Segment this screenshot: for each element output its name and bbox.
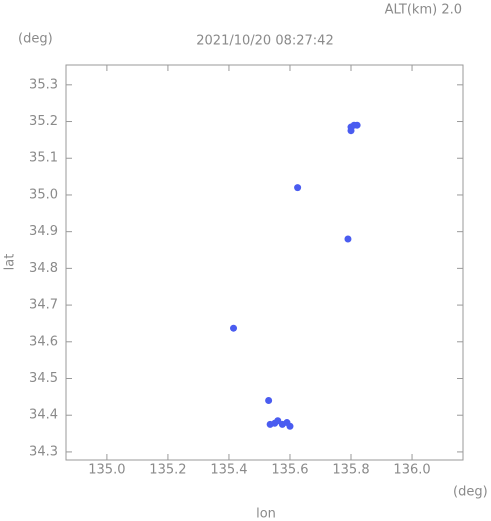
echo-point [344,235,352,243]
y-tick-label: 34.9 [29,224,58,239]
y-tick-label: 35.3 [29,77,58,92]
y-tick-label: 35.0 [29,187,58,202]
y-tick-label: 34.8 [29,261,58,276]
y-tick-label: 34.7 [29,298,58,313]
x-axis-label: lon [256,507,276,521]
x-tick-label: 135.4 [210,463,247,478]
y-axis-label: lat [3,254,18,271]
x-unit: (deg) [453,485,488,500]
echo-point [230,324,238,332]
x-tick-label: 135.2 [149,463,186,478]
y-tick-label: 34.3 [29,444,58,459]
y-tick-label: 34.4 [29,408,58,423]
x-tick-label: 136.0 [393,463,430,478]
echo-point [347,127,355,135]
y-tick-label: 35.2 [29,114,58,129]
y-tick-label: 34.6 [29,334,58,349]
x-tick-label: 135.0 [88,463,125,478]
echo-point [353,121,361,129]
altitude-label: ALT(km) 2.0 [385,3,462,18]
plot-frame [65,64,464,461]
y-tick-label: 34.5 [29,371,58,386]
x-tick-label: 135.8 [332,463,369,478]
y-unit: (deg) [18,32,53,47]
echo-point [294,184,302,192]
echo-point [286,422,294,430]
echo-point [265,397,273,405]
chart-title: 2021/10/20 08:27:42 [196,34,333,49]
x-tick-label: 135.6 [271,463,308,478]
y-tick-label: 35.1 [29,151,58,166]
